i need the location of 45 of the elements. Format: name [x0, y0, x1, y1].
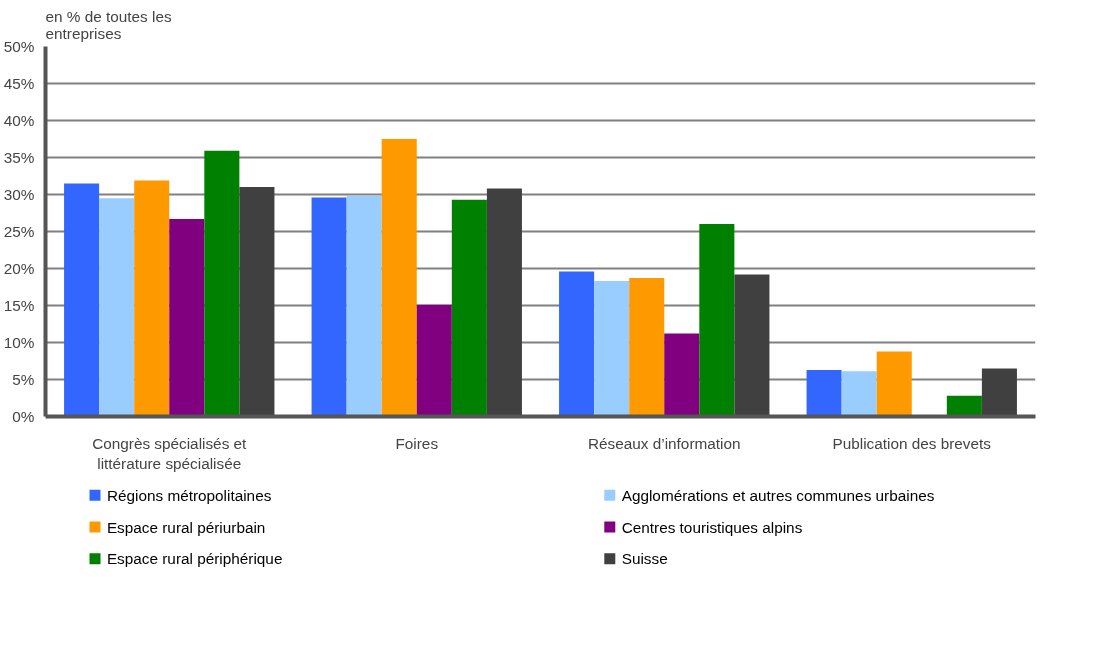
bar	[416, 304, 452, 417]
bar	[346, 195, 382, 417]
y-tick-label: 5%	[12, 371, 35, 388]
y-tick-label: 0%	[12, 408, 35, 425]
legend-label: Espace rural périphérique	[106, 550, 283, 568]
y-tick-label: 40%	[3, 112, 35, 129]
x-tick-label: Foires	[395, 434, 439, 452]
bar	[629, 278, 665, 417]
bar	[594, 281, 630, 417]
bar	[699, 224, 735, 417]
bar	[734, 274, 770, 417]
y-tick-label: 15%	[3, 297, 35, 314]
legend-label: Agglomérations et autres communes urbaines	[621, 486, 935, 504]
bar	[64, 183, 100, 417]
x-tick-label: Congrès spécialisés et littérature spécialisée	[92, 434, 248, 472]
y-tick-label: 10%	[3, 334, 35, 351]
bar	[451, 199, 487, 417]
bar	[381, 139, 417, 417]
bar	[486, 188, 522, 417]
x-tick-label: Publication des brevets	[832, 434, 992, 452]
bar	[239, 187, 275, 417]
bar	[876, 351, 912, 417]
bar	[99, 198, 135, 417]
bar	[664, 333, 700, 417]
legend-label: Suisse	[621, 550, 668, 568]
legend-label: Régions métropolitaines	[106, 486, 272, 504]
bar	[981, 368, 1017, 417]
bar	[134, 180, 170, 417]
bar	[204, 150, 240, 417]
x-tick-label: Réseaux d’information	[587, 434, 741, 452]
bar	[169, 218, 205, 417]
y-tick-label: 45%	[3, 75, 35, 92]
y-axis-title: en % de toutes les entreprises	[45, 7, 172, 42]
legend-label: Centres touristiques alpins	[621, 518, 803, 536]
y-tick-label: 35%	[3, 149, 35, 166]
bar	[559, 271, 595, 417]
y-tick-label: 20%	[3, 260, 35, 277]
y-tick-label: 50%	[3, 38, 35, 55]
bar	[806, 369, 842, 417]
y-tick-label: 25%	[3, 223, 35, 240]
bar	[946, 395, 982, 417]
bar	[311, 197, 347, 417]
y-tick-label: 30%	[3, 186, 35, 203]
bar	[841, 371, 877, 417]
legend-label: Espace rural périurbain	[106, 518, 266, 536]
